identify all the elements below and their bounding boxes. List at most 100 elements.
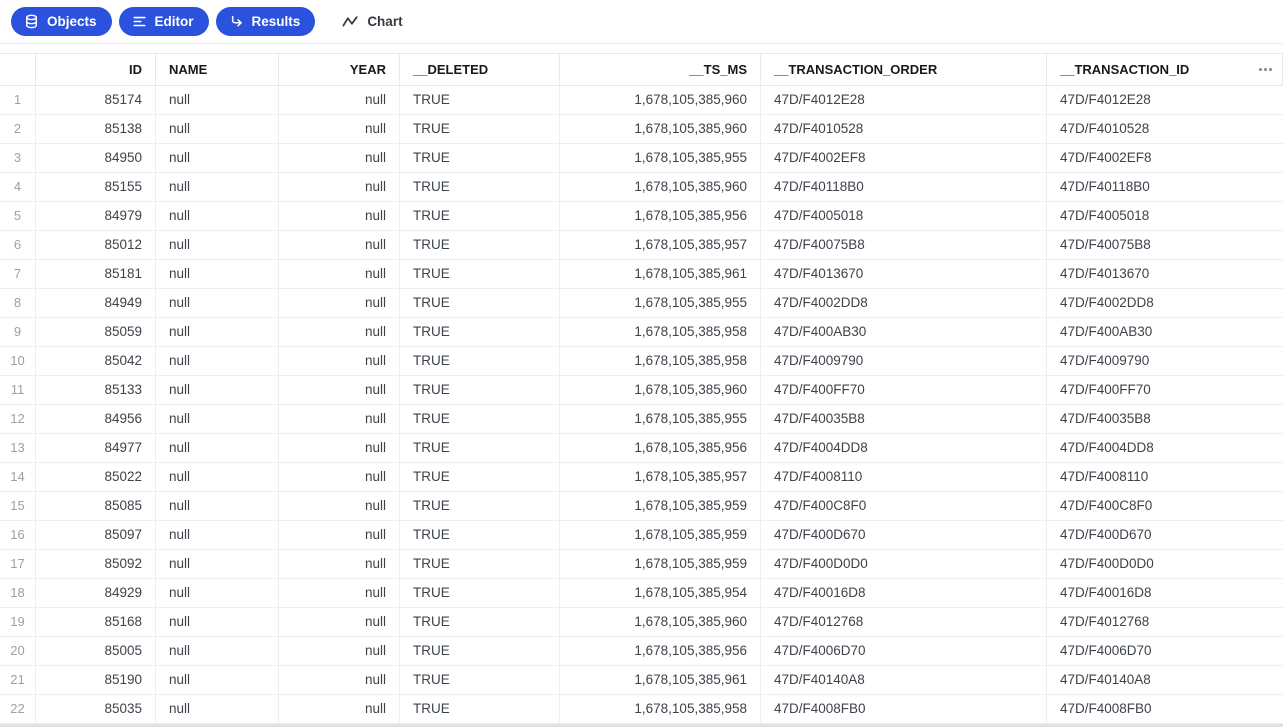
cell-name[interactable]: null <box>156 637 279 665</box>
cell-transaction_order[interactable]: 47D/F4005018 <box>761 202 1047 230</box>
cell-ts_ms[interactable]: 1,678,105,385,958 <box>560 347 761 375</box>
cell-deleted[interactable]: TRUE <box>400 579 560 607</box>
cell-name[interactable]: null <box>156 463 279 491</box>
cell-transaction_order[interactable]: 47D/F4009790 <box>761 347 1047 375</box>
cell-name[interactable]: null <box>156 86 279 114</box>
row-number[interactable]: 9 <box>0 318 36 346</box>
cell-name[interactable]: null <box>156 260 279 288</box>
cell-ts_ms[interactable]: 1,678,105,385,961 <box>560 260 761 288</box>
cell-transaction_id[interactable]: 47D/F4013670 <box>1060 266 1150 281</box>
chart-tab[interactable]: Chart <box>335 7 408 36</box>
cell-deleted[interactable]: TRUE <box>400 347 560 375</box>
cell-transaction_order[interactable]: 47D/F40118B0 <box>761 173 1047 201</box>
cell-id[interactable]: 85092 <box>36 550 156 578</box>
cell-id[interactable]: 85155 <box>36 173 156 201</box>
cell-transaction_order[interactable]: 47D/F4002EF8 <box>761 144 1047 172</box>
editor-button[interactable]: Editor <box>118 7 209 36</box>
cell-deleted[interactable]: TRUE <box>400 405 560 433</box>
cell-ts_ms[interactable]: 1,678,105,385,960 <box>560 86 761 114</box>
cell-id[interactable]: 85059 <box>36 318 156 346</box>
cell-name[interactable]: null <box>156 289 279 317</box>
cell-transaction_id[interactable]: 47D/F4002EF8 <box>1060 150 1152 165</box>
cell-ts_ms[interactable]: 1,678,105,385,956 <box>560 202 761 230</box>
cell-id[interactable]: 85174 <box>36 86 156 114</box>
cell-year[interactable]: null <box>279 521 400 549</box>
cell-ts_ms[interactable]: 1,678,105,385,955 <box>560 144 761 172</box>
cell-transaction_id[interactable]: 47D/F40140A8 <box>1060 672 1151 687</box>
cell-name[interactable]: null <box>156 115 279 143</box>
cell-transaction_id[interactable]: 47D/F40118B0 <box>1060 179 1150 194</box>
cell-name[interactable]: null <box>156 231 279 259</box>
cell-ts_ms[interactable]: 1,678,105,385,959 <box>560 550 761 578</box>
cell-transaction_order[interactable]: 47D/F400FF70 <box>761 376 1047 404</box>
cell-name[interactable]: null <box>156 173 279 201</box>
column-header-transaction_id[interactable]: __TRANSACTION_ID <box>1047 54 1283 85</box>
cell-name[interactable]: null <box>156 318 279 346</box>
row-number[interactable]: 18 <box>0 579 36 607</box>
cell-id[interactable]: 85085 <box>36 492 156 520</box>
cell-deleted[interactable]: TRUE <box>400 637 560 665</box>
cell-ts_ms[interactable]: 1,678,105,385,961 <box>560 666 761 694</box>
cell-ts_ms[interactable]: 1,678,105,385,960 <box>560 376 761 404</box>
column-header-ts_ms[interactable]: __TS_MS <box>560 54 761 85</box>
cell-id[interactable]: 85022 <box>36 463 156 491</box>
cell-id[interactable]: 84956 <box>36 405 156 433</box>
cell-deleted[interactable]: TRUE <box>400 521 560 549</box>
cell-id[interactable]: 85042 <box>36 347 156 375</box>
cell-deleted[interactable]: TRUE <box>400 695 560 723</box>
cell-year[interactable]: null <box>279 405 400 433</box>
cell-name[interactable]: null <box>156 376 279 404</box>
cell-deleted[interactable]: TRUE <box>400 463 560 491</box>
cell-id[interactable]: 85168 <box>36 608 156 636</box>
cell-deleted[interactable]: TRUE <box>400 492 560 520</box>
cell-ts_ms[interactable]: 1,678,105,385,957 <box>560 463 761 491</box>
row-number[interactable]: 6 <box>0 231 36 259</box>
row-number[interactable]: 1 <box>0 86 36 114</box>
cell-id[interactable]: 85097 <box>36 521 156 549</box>
cell-ts_ms[interactable]: 1,678,105,385,960 <box>560 115 761 143</box>
cell-transaction_order[interactable]: 47D/F4002DD8 <box>761 289 1047 317</box>
cell-id[interactable]: 85035 <box>36 695 156 723</box>
cell-name[interactable]: null <box>156 347 279 375</box>
cell-id[interactable]: 84977 <box>36 434 156 462</box>
column-header-year[interactable]: YEAR <box>279 54 400 85</box>
cell-ts_ms[interactable]: 1,678,105,385,955 <box>560 289 761 317</box>
cell-name[interactable]: null <box>156 144 279 172</box>
cell-deleted[interactable]: TRUE <box>400 550 560 578</box>
cell-deleted[interactable]: TRUE <box>400 289 560 317</box>
cell-name[interactable]: null <box>156 666 279 694</box>
column-options-ellipsis-icon[interactable] <box>1257 54 1274 85</box>
cell-deleted[interactable]: TRUE <box>400 666 560 694</box>
cell-name[interactable]: null <box>156 405 279 433</box>
row-number[interactable]: 17 <box>0 550 36 578</box>
cell-transaction_id[interactable]: 47D/F4008110 <box>1060 469 1149 484</box>
cell-transaction_order[interactable]: 47D/F40016D8 <box>761 579 1047 607</box>
cell-year[interactable]: null <box>279 463 400 491</box>
cell-transaction_id[interactable]: 47D/F400D0D0 <box>1060 556 1154 571</box>
cell-year[interactable]: null <box>279 318 400 346</box>
cell-id[interactable]: 85138 <box>36 115 156 143</box>
cell-transaction_id[interactable]: 47D/F40075B8 <box>1060 237 1151 252</box>
cell-year[interactable]: null <box>279 376 400 404</box>
cell-transaction_order[interactable]: 47D/F40140A8 <box>761 666 1047 694</box>
cell-transaction_order[interactable]: 47D/F4013670 <box>761 260 1047 288</box>
cell-year[interactable]: null <box>279 695 400 723</box>
cell-year[interactable]: null <box>279 231 400 259</box>
row-number[interactable]: 16 <box>0 521 36 549</box>
cell-transaction_order[interactable]: 47D/F400D0D0 <box>761 550 1047 578</box>
cell-id[interactable]: 84950 <box>36 144 156 172</box>
cell-transaction_id[interactable]: 47D/F4002DD8 <box>1060 295 1154 310</box>
cell-deleted[interactable]: TRUE <box>400 231 560 259</box>
cell-id[interactable]: 85133 <box>36 376 156 404</box>
cell-ts_ms[interactable]: 1,678,105,385,958 <box>560 695 761 723</box>
column-header-transaction_order[interactable]: __TRANSACTION_ORDER <box>761 54 1047 85</box>
row-number[interactable]: 22 <box>0 695 36 723</box>
cell-transaction_id[interactable]: 47D/F4008FB0 <box>1060 701 1152 716</box>
cell-year[interactable]: null <box>279 637 400 665</box>
cell-transaction_order[interactable]: 47D/F400D670 <box>761 521 1047 549</box>
cell-deleted[interactable]: TRUE <box>400 260 560 288</box>
cell-ts_ms[interactable]: 1,678,105,385,960 <box>560 608 761 636</box>
cell-deleted[interactable]: TRUE <box>400 318 560 346</box>
cell-year[interactable]: null <box>279 289 400 317</box>
cell-ts_ms[interactable]: 1,678,105,385,959 <box>560 492 761 520</box>
